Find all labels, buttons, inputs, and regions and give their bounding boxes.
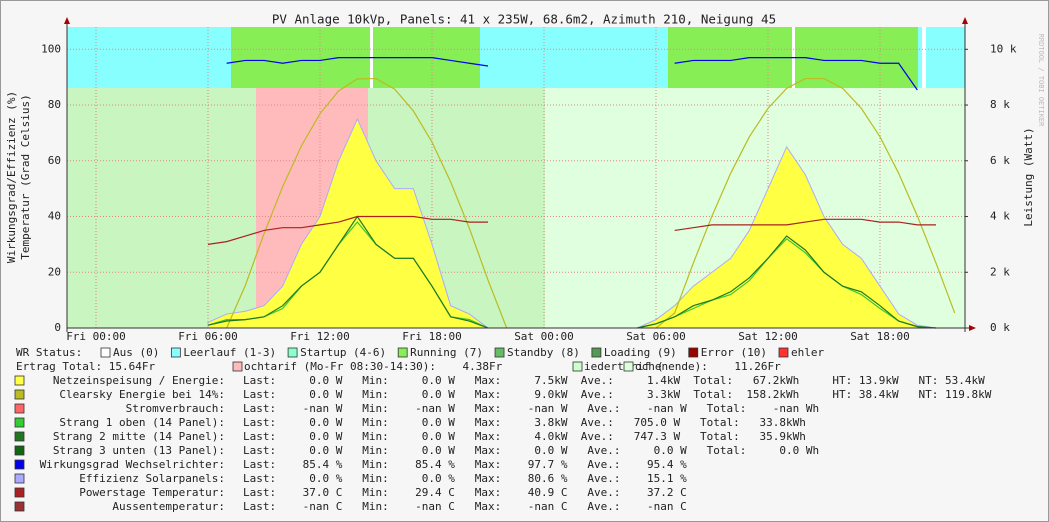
x-tick-label: Sat 06:00: [626, 330, 686, 343]
status-label: WR Status:: [16, 346, 82, 359]
status-item: ehler: [791, 346, 824, 359]
legend-swatch: [14, 417, 25, 428]
status-swatch: [397, 347, 408, 358]
status-item: Leerlauf (1-3): [183, 346, 276, 359]
legend: WR Status: Aus (0) Leerlauf (1-3) Startup (…: [14, 346, 992, 513]
x-tick-label: Fri 06:00: [178, 330, 238, 343]
legend-name: Strang 2 mitte (14 Panel):: [53, 430, 225, 443]
tariff-swatch: [232, 361, 243, 372]
legend-name: Effizienz Solarpanels:: [79, 472, 225, 485]
x-tick-label: Fri 18:00: [402, 330, 462, 343]
status-item: Startup (4-6): [300, 346, 386, 359]
y-axis-label: Temperatur (Grad Celsius): [19, 94, 32, 260]
legend-swatch: [14, 459, 25, 470]
y-tick-label: 20: [48, 265, 61, 278]
legend-stats: Last: -nan W Min: -nan W Max: -nan W Ave…: [243, 402, 819, 415]
y2-axis-label: Leistung (Watt): [1022, 127, 1035, 226]
status-swatch: [170, 347, 181, 358]
status-swatch: [591, 347, 602, 358]
status-item: Error (10): [701, 346, 767, 359]
status-swatch: [100, 347, 111, 358]
status-swatch: [688, 347, 699, 358]
legend-swatch: [14, 431, 25, 442]
legend-swatch: [14, 487, 25, 498]
line: [207, 215, 937, 329]
status-item: Standby (8): [507, 346, 580, 359]
legend-name: Powerstage Temperatur:: [79, 486, 225, 499]
status-swatch: [287, 347, 298, 358]
legend-swatch: [14, 403, 25, 414]
watermark: RRDTOOL / TOBI OETIKER: [1037, 34, 1045, 128]
legend-stats: Last: 0.0 W Min: 0.0 W Max: 9.0kW Ave.: …: [243, 388, 992, 401]
status-item: Running (7): [410, 346, 483, 359]
legend-stats: Last: 0.0 % Min: 0.0 % Max: 80.6 % Ave.:…: [243, 472, 687, 485]
tariff-label: Ertrag Total: 15.64Fr: [16, 360, 155, 373]
y2-tick-label: 8 k: [990, 98, 1010, 111]
y2-tick-label: 4 k: [990, 210, 1010, 223]
x-tick-label: Sat 00:00: [514, 330, 574, 343]
legend-name: Netzeinspeisung / Energie:: [53, 374, 225, 387]
legend-swatch: [14, 445, 25, 456]
legend-swatch: [14, 473, 25, 484]
x-tick-label: Sat 12:00: [738, 330, 798, 343]
y-tick-label: 40: [48, 210, 61, 223]
legend-stats: Last: 85.4 % Min: 85.4 % Max: 97.7 % Ave…: [243, 458, 687, 471]
legend-name: Strang 3 unten (13 Panel):: [53, 444, 225, 457]
legend-name: Clearsky Energie bei 14%:: [59, 388, 225, 401]
legend-swatch: [14, 389, 25, 400]
y-tick-label: 80: [48, 98, 61, 111]
legend-name: Aussentemperatur:: [112, 500, 225, 513]
status-swatch: [494, 347, 505, 358]
y2-tick-label: 10 k: [990, 42, 1017, 55]
tariff-item: ochtarif (Mo-Fr 08:30-14:30): 4.38Fr: [244, 360, 503, 373]
marks: [207, 57, 956, 329]
line: [226, 77, 956, 329]
x-tick-label: Sat 18:00: [850, 330, 910, 343]
status-swatch: [778, 347, 789, 358]
y2-tick-label: 6 k: [990, 154, 1010, 167]
status-item: Aus (0): [113, 346, 159, 359]
chart-title: PV Anlage 10kVp, Panels: 41 x 235W, 68.6…: [272, 12, 776, 27]
legend-stats: Last: 0.0 W Min: 0.0 W Max: 7.5kW Ave.: …: [243, 374, 985, 387]
legend-name: Strang 1 oben (14 Panel):: [59, 416, 225, 429]
legend-name: Wirkungsgrad Wechselrichter:: [40, 458, 225, 471]
y-axis-label: Wirkungsgrad/Effizienz (%): [5, 91, 18, 263]
legend-swatch: [14, 375, 25, 386]
legend-stats: Last: 0.0 W Min: 0.0 W Max: 0.0 W Ave.: …: [243, 444, 819, 457]
line: [207, 215, 936, 245]
legend-name: Stromverbrauch:: [126, 402, 225, 415]
legend-stats: Last: 0.0 W Min: 0.0 W Max: 3.8kW Ave.: …: [243, 416, 806, 429]
tariff-item: ochenende): 11.26Fr: [635, 360, 781, 373]
y-tick-label: 100: [41, 42, 61, 55]
legend-stats: Last: 37.0 C Min: 29.4 C Max: 40.9 C Ave…: [243, 486, 687, 499]
legend-stats: Last: -nan C Min: -nan C Max: -nan C Ave…: [243, 500, 687, 513]
y-tick-label: 0: [54, 321, 61, 334]
legend-swatch: [14, 501, 25, 512]
y2-tick-label: 2 k: [990, 265, 1010, 278]
x-tick-label: Fri 00:00: [66, 330, 126, 343]
y2-tick-label: 0 k: [990, 321, 1010, 334]
y-tick-label: 60: [48, 154, 61, 167]
grid: Fri 00:00 Fri 06:00 Fri 12:00 Fri 18:00 Sat …: [41, 27, 1017, 343]
legend-stats: Last: 0.0 W Min: 0.0 W Max: 4.0kW Ave.: …: [243, 430, 806, 443]
line: [226, 57, 918, 91]
status-item: Loading (9): [604, 346, 677, 359]
x-tick-label: Fri 12:00: [290, 330, 350, 343]
tariff-swatch: [623, 361, 634, 372]
tariff-swatch: [572, 361, 583, 372]
